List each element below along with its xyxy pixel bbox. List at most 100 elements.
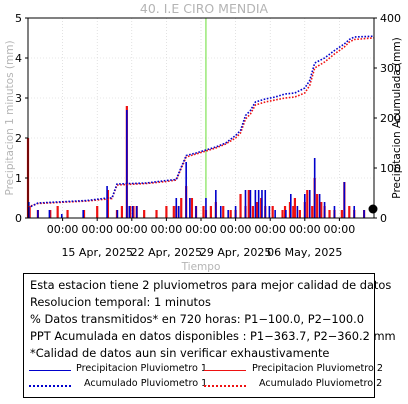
bar: [129, 206, 132, 218]
x-tick-time-label: 00:00: [47, 223, 79, 236]
bar: [120, 206, 124, 218]
grid: [27, 17, 375, 219]
series-accumulated: [27, 35, 375, 209]
x-tick-date-label: 06 May, 2025: [267, 246, 342, 259]
bar: [82, 210, 86, 218]
bar: [48, 210, 51, 218]
x-tick-time-label: 00:00: [81, 223, 113, 236]
bar: [126, 110, 128, 218]
x-tick-time-label: 00:00: [185, 223, 217, 236]
bar: [106, 186, 108, 218]
bar: [306, 190, 309, 218]
bar: [215, 190, 217, 218]
bar: [135, 206, 138, 218]
legend-label-a1: Acumulado Pluviometro 1: [84, 378, 208, 389]
bar: [195, 206, 197, 218]
bar: [247, 190, 250, 218]
bar: [180, 198, 183, 218]
bar: [333, 206, 336, 218]
bar: [132, 206, 135, 218]
legend-label-p1: Precipitacion Pluviometro 1: [76, 363, 208, 374]
y-axis-left: 0 1 2 3 4 5: [15, 12, 28, 225]
y-axis-left-label: Precipitacion 1 minutos (mm): [4, 40, 16, 195]
bar: [271, 206, 274, 218]
bar: [293, 198, 297, 218]
bar: [116, 210, 119, 218]
bar: [143, 210, 146, 218]
bar: [318, 194, 321, 218]
bar: [288, 202, 292, 218]
bar: [239, 194, 242, 218]
bar: [283, 206, 287, 218]
bar: [172, 206, 175, 218]
bar: [264, 190, 267, 218]
bar: [185, 162, 187, 218]
x-tick-time-label: 00:00: [324, 223, 356, 236]
bar: [222, 206, 225, 218]
x-tick-time-label: 00:00: [289, 223, 321, 236]
x-tick-date-label: 29 Apr, 2025: [200, 246, 272, 259]
bar: [229, 210, 232, 218]
bar: [316, 194, 319, 218]
bar: [155, 210, 158, 218]
bar: [254, 190, 257, 218]
chart-title: 40. I.E CIRO MENDIA: [140, 1, 269, 16]
y-axis-right-label: Precipitacion Acumulada (mm): [391, 37, 403, 198]
x-tick-time-label: 00:00: [220, 223, 252, 236]
x-tick-time-label: 00:00: [116, 223, 148, 236]
bar: [261, 190, 263, 218]
bar: [281, 210, 284, 218]
bar: [268, 206, 271, 218]
bar: [285, 210, 287, 218]
x-axis: 00:00 00:00 00:00 00:00 00:00 00:00 00:00 00:00…: [47, 218, 356, 259]
bar: [190, 198, 194, 218]
bar: [219, 206, 222, 218]
bar: [363, 210, 365, 218]
bar: [308, 190, 311, 218]
bar: [131, 206, 134, 218]
legend-label-p2: Precipitacion Pluviometro 2: [252, 363, 384, 374]
bar: [298, 210, 301, 218]
series-precip-p1: [28, 110, 365, 218]
bar: [255, 202, 259, 218]
bar: [260, 198, 263, 218]
legend-swatch-a2: [204, 385, 246, 387]
x-tick-time-label: 00:00: [254, 223, 286, 236]
bar: [49, 210, 52, 218]
bar: [343, 182, 346, 218]
y-left-tick-label: 2: [15, 132, 22, 145]
info-line-resolution: Resolucion temporal: 1 minutos: [30, 295, 211, 309]
bar: [106, 190, 110, 218]
x-tick-date-label: 22 Apr, 2025: [131, 246, 203, 259]
y-right-tick-label: 400: [380, 12, 401, 25]
info-line-stations: Esta estacion tiene 2 pluviometros para …: [30, 278, 392, 292]
x-tick-date-label: 15 Apr, 2025: [61, 246, 133, 259]
y-left-tick-label: 1: [15, 172, 22, 185]
info-box: Esta estacion tiene 2 pluviometros para …: [23, 273, 396, 398]
bar: [328, 210, 331, 218]
bar: [304, 194, 306, 218]
bar: [128, 206, 131, 218]
accumulated-line: [27, 37, 375, 208]
status-dot: [368, 204, 378, 214]
bar: [209, 206, 212, 218]
legend-swatch-p1: [29, 370, 71, 371]
y-left-tick-label: 5: [15, 12, 22, 25]
y-left-tick-label: 0: [15, 212, 22, 225]
bar: [60, 214, 63, 218]
bar: [189, 198, 191, 218]
y-right-tick-label: 200: [380, 112, 401, 125]
bar: [292, 206, 295, 218]
bar: [251, 206, 254, 218]
info-line-quality: *Calidad de datos aun sin verificar exha…: [30, 346, 330, 360]
y-right-tick-label: 100: [380, 162, 401, 175]
bar: [66, 210, 69, 218]
info-line-transmitted: % Datos transmitidos* en 720 horas: P1−1…: [30, 312, 365, 326]
bar: [82, 210, 84, 218]
x-axis-label: Tiempo: [181, 261, 221, 273]
bar: [311, 206, 314, 218]
bar: [37, 210, 39, 218]
bar: [205, 198, 207, 218]
bar: [202, 206, 205, 218]
bar: [175, 198, 178, 218]
